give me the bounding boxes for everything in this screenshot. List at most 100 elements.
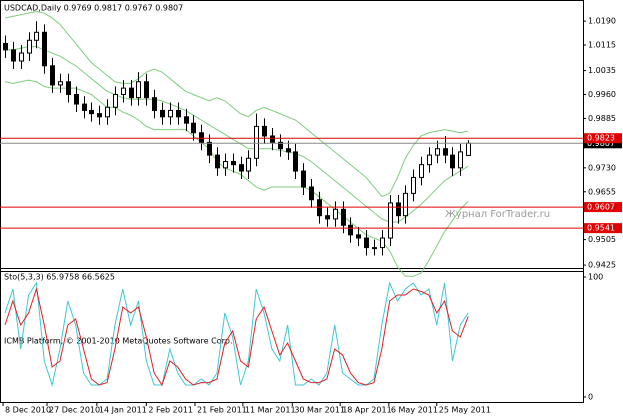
candle-body	[27, 39, 32, 54]
candle-body	[435, 148, 440, 156]
candle-body	[364, 237, 369, 249]
level-label: 0.9823	[587, 134, 615, 143]
indicator-line	[4, 281, 469, 387]
indicator-line	[4, 287, 469, 387]
level-box	[584, 202, 622, 213]
candle-body	[341, 208, 346, 226]
x-tick-label: 25 May 2011	[439, 406, 491, 415]
watermark: Журнал ForTrader.ru	[445, 209, 550, 220]
candle-body	[3, 42, 8, 51]
candle-body	[34, 31, 39, 41]
x-tick-label: 27 Dec 2010	[49, 406, 100, 415]
level-label: 0.9607	[587, 203, 615, 212]
candle-body	[113, 93, 118, 108]
candle-body	[144, 81, 149, 99]
candle-body	[207, 141, 212, 156]
candle-body	[419, 164, 424, 178]
x-tick-label: 6 May 2011	[391, 406, 438, 415]
candle-body	[215, 154, 220, 169]
x-tick-label: 11 Mar 2011	[245, 406, 296, 415]
y-tick-label: 0	[588, 393, 593, 402]
y-tick-label: 1.0035	[588, 66, 616, 75]
candle-body	[160, 109, 165, 118]
y-tick-label: 100	[588, 273, 603, 282]
candle-body	[380, 237, 385, 249]
candle-body	[325, 215, 330, 220]
candle-body	[254, 125, 259, 159]
candle-body	[97, 113, 102, 118]
candle-body	[396, 202, 401, 217]
candle-body	[11, 49, 16, 62]
candle-body	[403, 192, 408, 217]
x-tick-label: 21 Feb 2011	[197, 406, 247, 415]
candle-body	[301, 170, 306, 188]
candle-body	[388, 202, 393, 239]
y-tick-label: 0.9960	[588, 90, 616, 99]
y-tick-label: 0.9730	[588, 163, 616, 172]
level-box	[584, 223, 622, 234]
candle-body	[293, 151, 298, 172]
copyright: ICMB Platform, © 2001-2010 MetaQuotes So…	[4, 337, 233, 346]
candle-body	[411, 176, 416, 194]
x-tick-label: 18 Apr 2011	[342, 406, 391, 415]
candle-body	[82, 103, 87, 111]
candle-body	[231, 160, 236, 166]
candle-body	[184, 116, 189, 124]
candle-body	[42, 31, 47, 67]
candle-body	[19, 52, 24, 62]
candle-body	[121, 87, 126, 95]
candle-body	[309, 186, 314, 201]
candle-body	[286, 148, 291, 153]
level-box	[584, 133, 622, 144]
x-tick-label: 30 Mar 2011	[294, 406, 345, 415]
chart-title: USDCAD,Daily 0.9769 0.9817 0.9767 0.9807	[4, 4, 183, 13]
y-tick-label: 1.0190	[588, 17, 616, 26]
level-label: 0.9541	[587, 224, 615, 233]
candle-body	[450, 154, 455, 169]
current-price-label: 0.9807	[587, 139, 615, 148]
candle-body	[372, 247, 377, 250]
candle-body	[66, 81, 71, 95]
band-line	[4, 11, 469, 198]
candle-body	[317, 199, 322, 217]
candle-body	[89, 109, 94, 115]
candle-body	[356, 234, 361, 239]
x-tick-label: 2 Feb 2011	[148, 406, 193, 415]
candle-body	[136, 81, 141, 99]
candle-body	[427, 154, 432, 166]
y-tick-label: 0.9425	[588, 261, 616, 270]
band-line	[4, 79, 469, 277]
x-tick-label: 8 Dec 2010	[5, 406, 51, 415]
candle-body	[74, 93, 79, 105]
y-tick-label: 0.9885	[588, 114, 616, 123]
candle-body	[191, 122, 196, 134]
y-tick-label: 0.9505	[588, 235, 616, 244]
candle-body	[50, 65, 55, 86]
y-tick-label: 1.0115	[588, 41, 616, 50]
candle-body	[443, 148, 448, 156]
candle-body	[168, 109, 173, 118]
indicator-title: Sto(5,3,3) 65.9758 66.5625	[4, 273, 115, 282]
candle-body	[278, 141, 283, 150]
candle-body	[270, 135, 275, 143]
candle-body	[176, 109, 181, 118]
candle-body	[58, 81, 63, 86]
x-tick-label: 14 Jan 2011	[99, 406, 147, 415]
candle-body	[223, 160, 228, 169]
candle-body	[239, 164, 244, 172]
candle-body	[199, 132, 204, 143]
candle-body	[262, 125, 267, 137]
candle-body	[105, 106, 110, 118]
candle-body	[129, 87, 134, 99]
candle-body	[458, 151, 463, 169]
candle-body	[466, 142, 471, 156]
candle-body	[246, 157, 251, 172]
y-tick-label: 0.9655	[588, 187, 616, 196]
candle-body	[152, 97, 157, 111]
candle-body	[333, 208, 338, 220]
current-price-box	[584, 138, 622, 149]
candle-body	[348, 224, 353, 236]
